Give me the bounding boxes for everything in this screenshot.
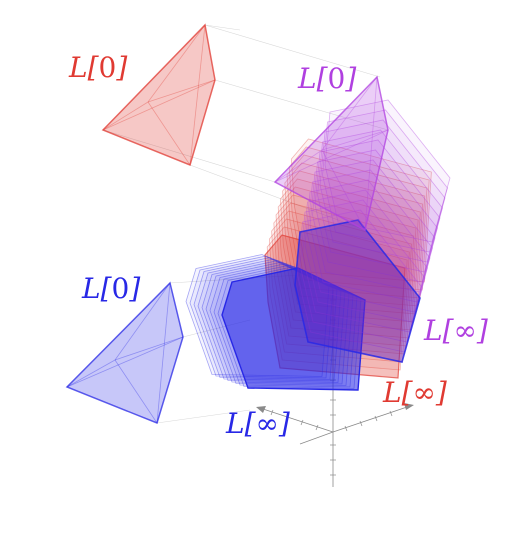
purple-limit-polytope <box>294 219 421 363</box>
purple-iterate-polygon <box>312 149 438 293</box>
purple-iterate-polygon <box>319 119 446 263</box>
blue-initial-tetrahedron <box>65 281 184 425</box>
label-purple-limit: L[∞] <box>423 314 488 347</box>
purple-iterate-polygon <box>322 109 448 253</box>
purple-initial-tetrahedron <box>273 75 389 232</box>
blue-limit-polytope <box>221 267 366 391</box>
red-iterate-polygon <box>288 146 430 291</box>
purple-iterate-polygon <box>307 169 433 313</box>
purple-iterate-polygon <box>317 129 443 273</box>
red-iterate-polygon <box>290 138 432 283</box>
red-initial-tetrahedron <box>101 23 216 167</box>
axis-arrows <box>256 403 414 413</box>
label-blue-limit: L[∞] <box>225 407 290 440</box>
label-red-start: L[0] <box>68 51 127 84</box>
label-purple-start: L[0] <box>297 62 356 95</box>
label-blue-start: L[0] <box>81 272 140 305</box>
purple-iterate-polygon <box>324 99 451 243</box>
label-red-limit: L[∞] <box>382 376 447 409</box>
guide-lines <box>102 24 389 424</box>
purple-iterate-polygon <box>309 159 436 303</box>
purple-iterate-polygon <box>314 139 441 283</box>
